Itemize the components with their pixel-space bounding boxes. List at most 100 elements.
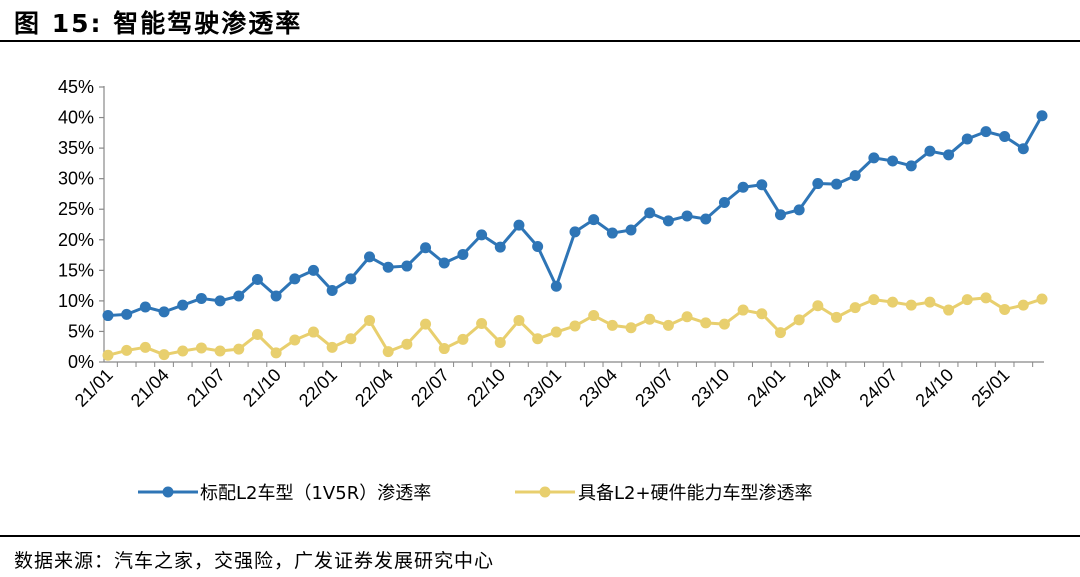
x-tick-label: 21/04 (127, 365, 173, 411)
data-point (382, 346, 394, 358)
bottom-rule (0, 535, 1080, 537)
data-point (737, 304, 749, 316)
data-point (121, 308, 133, 320)
x-tick-label: 22/01 (295, 365, 341, 411)
x-tick-label: 23/10 (687, 365, 733, 411)
data-point (793, 204, 805, 216)
legend-marker (162, 486, 174, 498)
data-point (588, 214, 600, 226)
data-point (980, 292, 992, 304)
x-tick-label: 23/04 (575, 365, 621, 411)
data-point (420, 242, 432, 254)
data-point (438, 257, 450, 269)
legend-label: 具备L2+硬件能力车型渗透率 (578, 483, 813, 504)
data-point (625, 224, 637, 236)
y-tick-label: 30% (58, 169, 94, 189)
data-point (289, 334, 301, 346)
data-point (139, 301, 151, 313)
series-2 (102, 292, 1048, 361)
data-point (606, 319, 618, 331)
data-point (644, 313, 656, 325)
data-point (177, 299, 189, 311)
data-point (214, 295, 226, 307)
data-point (139, 341, 151, 353)
x-tick-label: 24/07 (855, 365, 901, 411)
data-point (980, 126, 992, 138)
x-axis: 21/01 21/04 21/07 21/10 22/01 22/04 22/07 22/10… (71, 361, 1044, 411)
data-point (868, 294, 880, 306)
data-point (251, 329, 263, 340)
data-point (513, 219, 525, 231)
data-point (214, 345, 226, 357)
data-point (513, 314, 525, 326)
x-tick-label: 21/10 (239, 365, 285, 411)
data-point (401, 338, 413, 350)
data-point (307, 264, 319, 276)
data-point (364, 314, 376, 326)
data-point (233, 343, 245, 355)
data-point (868, 152, 880, 164)
data-point (718, 197, 730, 208)
y-tick-label: 0% (68, 352, 94, 372)
data-point (420, 318, 432, 330)
data-point (382, 261, 394, 273)
data-point (588, 310, 600, 322)
data-point (756, 179, 768, 191)
data-point (457, 248, 469, 260)
data-point (102, 310, 114, 322)
data-point (569, 226, 581, 238)
y-tick-label: 10% (58, 291, 94, 311)
series-1 (102, 110, 1048, 322)
data-point (1017, 299, 1029, 311)
data-point (718, 318, 730, 330)
data-point (774, 209, 786, 221)
data-point (662, 215, 674, 227)
data-point (532, 241, 544, 252)
data-point (887, 155, 899, 167)
data-point (737, 181, 749, 193)
data-point (345, 333, 357, 345)
data-point (270, 347, 282, 359)
data-point (550, 280, 562, 292)
data-point (662, 319, 674, 331)
data-point (401, 260, 413, 272)
x-tick-label: 22/04 (351, 365, 397, 411)
data-point (700, 317, 712, 329)
data-point (476, 318, 488, 329)
data-point (849, 170, 861, 182)
data-point (924, 296, 936, 308)
data-point (476, 229, 488, 241)
data-point (121, 344, 133, 356)
x-tick-label: 21/07 (183, 365, 229, 411)
data-point (364, 251, 376, 263)
data-point (905, 299, 917, 311)
data-point (326, 285, 338, 296)
data-point (961, 294, 973, 306)
data-point (550, 326, 562, 338)
x-tick-label: 24/10 (911, 365, 957, 411)
data-point (793, 314, 805, 326)
data-point (1036, 110, 1048, 122)
data-point (251, 274, 263, 285)
data-point (812, 178, 824, 190)
y-tick-label: 45% (58, 77, 94, 97)
y-tick-label: 15% (58, 260, 94, 280)
data-point (1017, 143, 1029, 155)
x-tick-label: 25/01 (967, 365, 1013, 411)
legend-entry: 标配L2车型（1V5R）渗透率 (138, 483, 431, 504)
data-point (849, 302, 861, 314)
data-point (681, 311, 693, 323)
data-point (625, 322, 637, 334)
data-point (569, 320, 581, 332)
data-point (1036, 293, 1048, 305)
y-tick-label: 35% (58, 138, 94, 158)
data-point (999, 303, 1011, 315)
data-point (289, 273, 301, 285)
data-point (494, 241, 506, 253)
data-point (700, 213, 712, 225)
series-layer (102, 110, 1048, 361)
y-tick-label: 20% (58, 230, 94, 250)
data-point (494, 336, 506, 348)
x-tick-label: 24/01 (743, 365, 789, 411)
data-point (102, 349, 114, 361)
